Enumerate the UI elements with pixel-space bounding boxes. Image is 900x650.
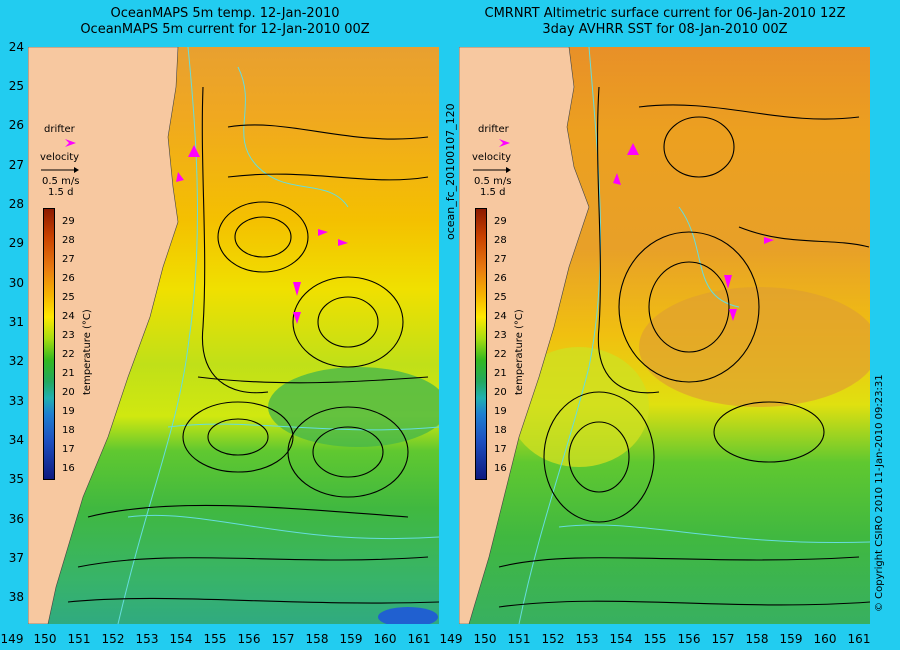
lon-tick-r-160: 160 [813,632,837,646]
lon-tick-160: 160 [373,632,397,646]
right-cb-tick-17: 17 [494,444,507,455]
lat-tick-26: 26 [0,118,24,132]
lon-tick-161: 161 [407,632,431,646]
lon-tick-r-153: 153 [575,632,599,646]
left-cb-tick-16: 16 [62,463,75,474]
left-cb-tick-21: 21 [62,368,75,379]
right-warm-core [639,287,870,407]
right-scale-time: 1.5 d [480,187,505,198]
left-colorbar [43,208,55,480]
right-cb-tick-20: 20 [494,387,507,398]
left-cb-tick-29: 29 [62,216,75,227]
left-cb-tick-18: 18 [62,425,75,436]
right-cb-tick-18: 18 [494,425,507,436]
right-cb-tick-16: 16 [494,463,507,474]
right-colorbar-label: temperature (°C) [514,309,525,395]
left-title: OceanMAPS 5m temp. 12-Jan-2010 OceanMAPS… [10,6,440,38]
lon-tick-r-154: 154 [609,632,633,646]
left-cb-tick-20: 20 [62,387,75,398]
lat-tick-28: 28 [0,197,24,211]
lon-tick-150: 150 [33,632,57,646]
left-cb-tick-17: 17 [62,444,75,455]
lat-tick-36: 36 [0,512,24,526]
lat-tick-29: 29 [0,236,24,250]
right-cb-tick-26: 26 [494,273,507,284]
lon-tick-149: 149 [0,632,24,646]
lat-tick-33: 33 [0,394,24,408]
left-cb-tick-25: 25 [62,292,75,303]
left-scale-time: 1.5 d [48,187,73,198]
lon-tick-r-158: 158 [745,632,769,646]
right-cb-tick-28: 28 [494,235,507,246]
left-scale-speed: 0.5 m/s [42,176,79,187]
left-cb-tick-19: 19 [62,406,75,417]
lon-tick-153: 153 [135,632,159,646]
lon-tick-158: 158 [305,632,329,646]
right-scale-speed: 0.5 m/s [474,176,511,187]
right-title: CMRNRT Altimetric surface current for 06… [450,6,880,38]
left-colorbar-label: temperature (°C) [82,309,93,395]
lon-tick-r-161: 161 [847,632,871,646]
left-title-line1: OceanMAPS 5m temp. 12-Jan-2010 [10,6,440,22]
lon-tick-r-149: 149 [439,632,463,646]
right-cb-tick-24: 24 [494,311,507,322]
lon-tick-r-155: 155 [643,632,667,646]
lon-tick-154: 154 [169,632,193,646]
copyright-label: © Copyright CSIRO 2010 11-Jan-2010 09:23… [874,374,885,612]
right-colorbar [475,208,487,480]
left-cb-tick-22: 22 [62,349,75,360]
left-cb-tick-27: 27 [62,254,75,265]
lat-tick-27: 27 [0,158,24,172]
right-title-line1: CMRNRT Altimetric surface current for 06… [450,6,880,22]
lat-tick-30: 30 [0,276,24,290]
lon-tick-r-156: 156 [677,632,701,646]
left-velocity-arrow-icon [40,166,80,174]
left-drifter-icon [64,138,78,148]
left-title-line2: OceanMAPS 5m current for 12-Jan-2010 00Z [10,22,440,38]
left-velocity-label: velocity [40,152,79,163]
lat-tick-31: 31 [0,315,24,329]
lat-tick-24: 24 [0,40,24,54]
right-velocity-label: velocity [472,152,511,163]
right-title-line2: 3day AVHRR SST for 08-Jan-2010 00Z [450,22,880,38]
lat-tick-35: 35 [0,472,24,486]
right-drifter-icon [498,138,512,148]
right-cb-tick-21: 21 [494,368,507,379]
run-id-label: ocean_fc_20100107_120 [444,103,457,240]
lon-tick-r-159: 159 [779,632,803,646]
lon-tick-r-152: 152 [541,632,565,646]
lat-tick-34: 34 [0,433,24,447]
right-cb-tick-19: 19 [494,406,507,417]
lat-tick-38: 38 [0,590,24,604]
right-velocity-arrow-icon [472,166,512,174]
right-cb-tick-23: 23 [494,330,507,341]
right-cb-tick-27: 27 [494,254,507,265]
lon-tick-159: 159 [339,632,363,646]
lon-tick-r-150: 150 [473,632,497,646]
right-cb-tick-22: 22 [494,349,507,360]
right-cb-tick-25: 25 [494,292,507,303]
lon-tick-r-157: 157 [711,632,735,646]
lat-tick-32: 32 [0,354,24,368]
lon-tick-r-151: 151 [507,632,531,646]
lon-tick-157: 157 [271,632,295,646]
left-cb-tick-24: 24 [62,311,75,322]
right-drifter-label: drifter [478,124,509,135]
lat-tick-25: 25 [0,79,24,93]
lon-tick-151: 151 [67,632,91,646]
left-cb-tick-23: 23 [62,330,75,341]
lon-tick-152: 152 [101,632,125,646]
lat-tick-37: 37 [0,551,24,565]
lon-tick-156: 156 [237,632,261,646]
left-drifter-label: drifter [44,124,75,135]
left-cb-tick-28: 28 [62,235,75,246]
left-cb-tick-26: 26 [62,273,75,284]
right-cb-tick-29: 29 [494,216,507,227]
lon-tick-155: 155 [203,632,227,646]
